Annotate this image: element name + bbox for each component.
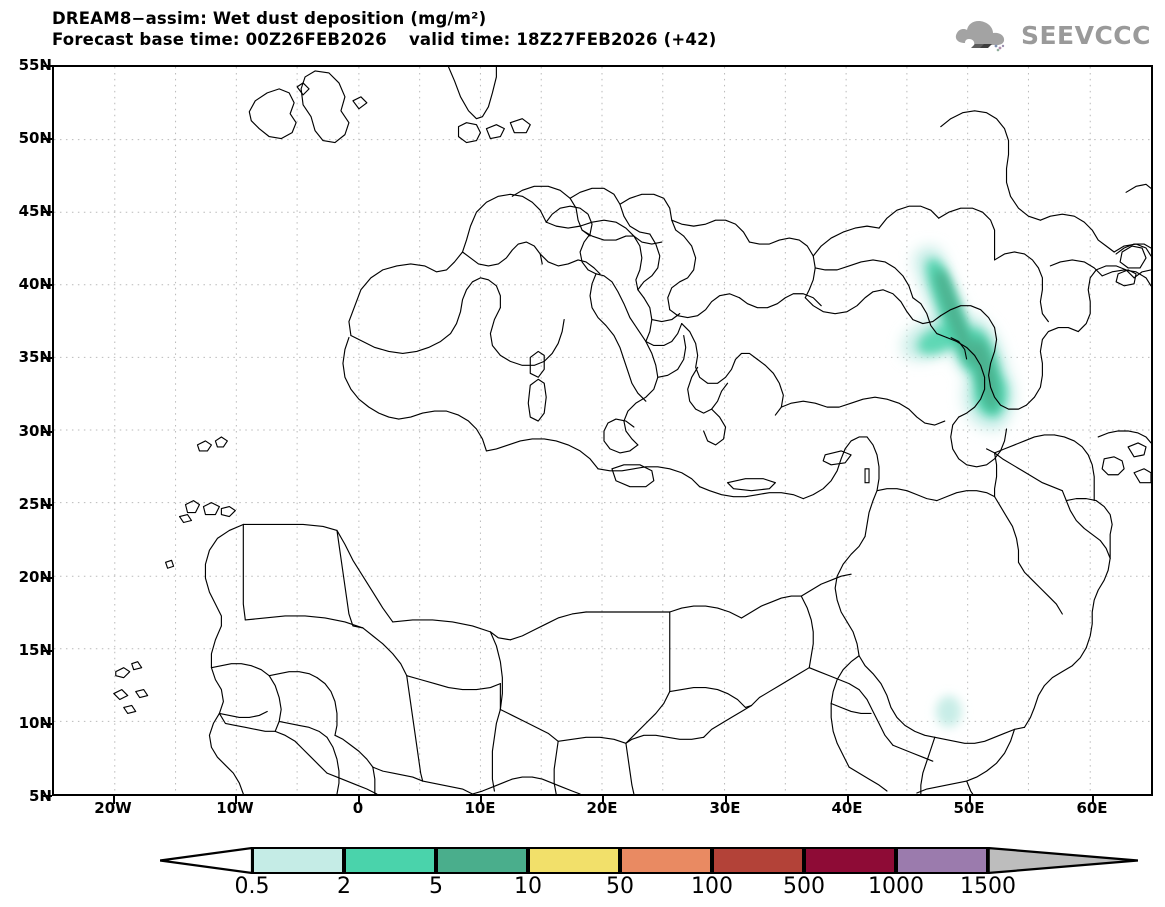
colorbar-under-arrow	[160, 847, 252, 874]
colorbar-label-8: 1500	[960, 874, 1016, 899]
y-tick-mark	[42, 65, 52, 67]
x-axis-label-10e: 10E	[464, 799, 496, 817]
y-tick-mark	[42, 431, 52, 433]
y-axis-label-25n: 25N	[18, 495, 52, 513]
y-axis-label-45n: 45N	[18, 202, 52, 220]
x-axis-label-10w: 10W	[216, 799, 254, 817]
colorbar-segment-5-10	[436, 847, 528, 874]
gulf-of-aden-plume	[935, 695, 962, 728]
colorbar-segment-0.5-2	[252, 847, 344, 874]
colorbar-segment-50-100	[620, 847, 712, 874]
x-tick-mark	[725, 796, 727, 804]
x-axis-label-0: 0	[352, 799, 364, 817]
x-tick-mark	[847, 796, 849, 804]
x-tick-mark	[358, 796, 360, 804]
cloud-icon	[955, 20, 1005, 52]
colorbar[interactable]	[160, 847, 1138, 874]
y-axis-label-30n: 30N	[18, 422, 52, 440]
colorbar-label-2: 5	[429, 874, 443, 899]
y-axis-label-50n: 50N	[18, 129, 52, 147]
x-axis-label-20e: 20E	[586, 799, 618, 817]
x-tick-mark	[1092, 796, 1094, 804]
colorbar-segment-100-500	[712, 847, 804, 874]
page-title: DREAM8−assim: Wet dust deposition (mg/m²…	[52, 9, 487, 28]
x-tick-mark	[235, 796, 237, 804]
forecast-base-time: Forecast base time: 00Z26FEB2026	[52, 30, 387, 49]
colorbar-segment-1000-1500	[896, 847, 988, 874]
seevccc-logo: SEEVCCC	[955, 14, 1151, 56]
colorbar-label-0: 0.5	[234, 874, 270, 899]
y-tick-mark	[42, 138, 52, 140]
x-tick-mark	[113, 796, 115, 804]
colorbar-segment-2-5	[344, 847, 436, 874]
x-axis-label-30e: 30E	[709, 799, 741, 817]
y-axis-label-55n: 55N	[18, 56, 52, 74]
y-tick-mark	[42, 650, 52, 652]
y-tick-mark	[42, 357, 52, 359]
x-axis-label-50e: 50E	[953, 799, 985, 817]
colorbar-segment-10-50	[528, 847, 620, 874]
y-tick-mark	[42, 723, 52, 725]
colorbar-label-6: 500	[783, 874, 825, 899]
y-axis-label-5n: 5N	[29, 787, 52, 805]
y-axis-label-15n: 15N	[18, 641, 52, 659]
forecast-valid-time: valid time: 18Z27FEB2026 (+42)	[408, 30, 717, 49]
map-coastlines	[113, 67, 1151, 794]
x-tick-mark	[602, 796, 604, 804]
y-tick-mark	[42, 577, 52, 579]
x-tick-mark	[480, 796, 482, 804]
map-inland-water	[864, 337, 968, 484]
colorbar-label-3: 10	[514, 874, 542, 899]
colorbar-over-arrow	[988, 847, 1138, 874]
colorbar-label-4: 50	[606, 874, 634, 899]
y-axis-label-20n: 20N	[18, 568, 52, 586]
y-tick-mark	[42, 284, 52, 286]
map-plot-area[interactable]	[52, 65, 1153, 796]
y-tick-mark	[42, 795, 52, 797]
y-tick-mark	[42, 504, 52, 506]
x-axis-label-60e: 60E	[1076, 799, 1108, 817]
x-axis-label-20w: 20W	[94, 799, 132, 817]
colorbar-label-5: 100	[691, 874, 733, 899]
dust-deposition-field	[901, 246, 1015, 728]
x-tick-mark	[969, 796, 971, 804]
colorbar-label-1: 2	[337, 874, 351, 899]
y-axis-label-10n: 10N	[18, 714, 52, 732]
colorbar-label-7: 1000	[868, 874, 924, 899]
x-axis-label-40e: 40E	[831, 799, 863, 817]
y-axis-label-40n: 40N	[18, 275, 52, 293]
logo-text: SEEVCCC	[1020, 20, 1151, 50]
forecast-time-line: Forecast base time: 00Z26FEB2026 valid t…	[52, 29, 972, 50]
y-tick-mark	[42, 211, 52, 213]
chart-header: DREAM8−assim: Wet dust deposition (mg/m²…	[52, 8, 972, 50]
colorbar-segment-500-1000	[804, 847, 896, 874]
y-axis-label-35n: 35N	[18, 348, 52, 366]
